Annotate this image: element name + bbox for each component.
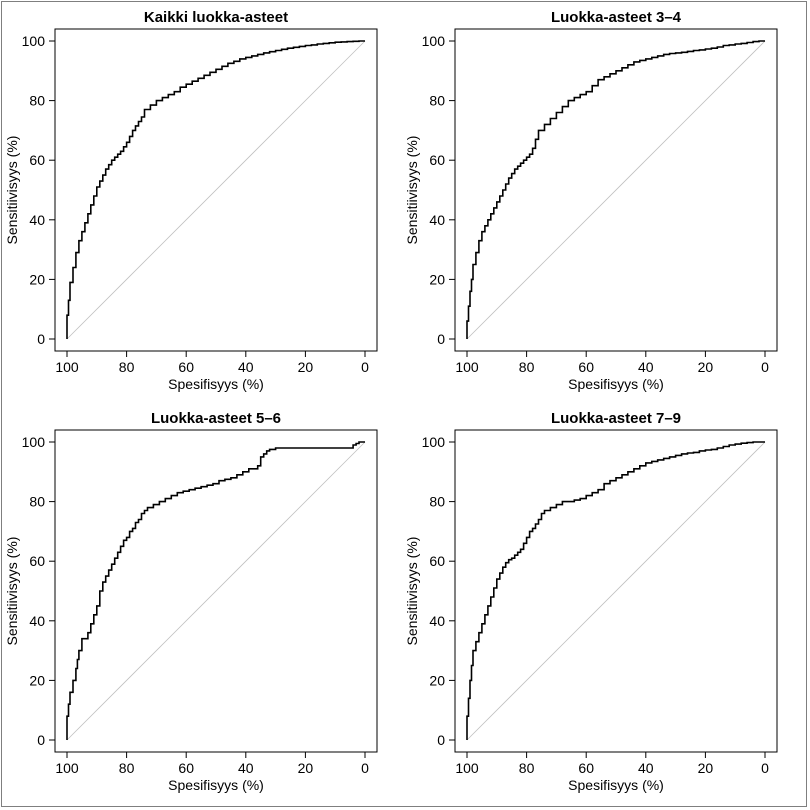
x-tick-label: 100 xyxy=(55,760,79,776)
roc-curve-line xyxy=(66,40,365,339)
x-tick-label: 40 xyxy=(238,359,254,375)
x-tick-label: 0 xyxy=(361,760,369,776)
x-tick-label: 60 xyxy=(578,359,594,375)
x-tick-label: 60 xyxy=(578,760,594,776)
x-tick-label: 80 xyxy=(519,359,535,375)
x-axis-label: Spesifisyys (%) xyxy=(568,777,664,793)
y-tick-label: 20 xyxy=(429,271,445,287)
y-tick-label: 40 xyxy=(29,212,45,228)
chart-title: Kaikki luokka-asteet xyxy=(144,9,288,26)
x-tick-label: 80 xyxy=(519,760,535,776)
chart-panel-2: Luokka-asteet 3–4 100 80 60 40 20 0 0 20 40 60 80 10… xyxy=(404,9,778,392)
y-tick-label: 60 xyxy=(29,152,45,168)
y-tick-label: 80 xyxy=(429,93,445,109)
y-tick-label: 100 xyxy=(422,434,446,450)
y-tick-label: 40 xyxy=(429,613,445,629)
x-tick-label: 20 xyxy=(698,760,714,776)
chart-panel-4: Luokka-asteet 7–9 100 80 60 40 20 0 0 20 40 60 80 10… xyxy=(404,410,778,793)
y-tick-label: 40 xyxy=(429,212,445,228)
y-tick-label: 60 xyxy=(429,553,445,569)
x-axis-label: Spesifisyys (%) xyxy=(168,376,264,392)
chart-title: Luokka-asteet 3–4 xyxy=(551,9,682,26)
reference-diagonal xyxy=(66,40,366,340)
y-tick-label: 0 xyxy=(37,732,45,748)
y-tick-label: 0 xyxy=(437,331,445,347)
x-tick-label: 80 xyxy=(119,760,135,776)
y-tick-label: 60 xyxy=(429,152,445,168)
x-tick-label: 80 xyxy=(119,359,135,375)
plot-area xyxy=(454,28,778,352)
x-tick-label: 100 xyxy=(455,760,479,776)
y-tick-label: 60 xyxy=(29,553,45,569)
x-tick-label: 60 xyxy=(178,760,194,776)
x-tick-label: 20 xyxy=(698,359,714,375)
x-tick-label: 0 xyxy=(761,359,769,375)
y-tick-label: 0 xyxy=(37,331,45,347)
chart-title: Luokka-asteet 7–9 xyxy=(551,410,681,427)
x-tick-label: 20 xyxy=(298,760,314,776)
chart-panel-1: Kaikki luokka-asteet 100 80 60 40 20 0 0 20 40 60 8… xyxy=(4,9,378,392)
x-tick-label: 20 xyxy=(298,359,314,375)
y-axis-label: Sensitiivisyys (%) xyxy=(404,537,420,646)
chart-title: Luokka-asteet 5–6 xyxy=(151,410,281,427)
y-tick-label: 0 xyxy=(437,732,445,748)
x-axis-label: Spesifisyys (%) xyxy=(568,376,664,392)
y-tick-label: 100 xyxy=(22,33,46,49)
y-tick-label: 100 xyxy=(422,33,446,49)
y-tick-label: 20 xyxy=(429,672,445,688)
reference-diagonal xyxy=(466,40,766,340)
chart-panel-3: Luokka-asteet 5–6 100 80 60 40 20 0 0 20 40 60 80 10… xyxy=(4,410,378,793)
roc-curve-line xyxy=(466,40,765,339)
y-tick-label: 80 xyxy=(29,93,45,109)
x-tick-label: 0 xyxy=(761,760,769,776)
x-tick-label: 60 xyxy=(178,359,194,375)
y-tick-label: 100 xyxy=(22,434,46,450)
x-tick-label: 40 xyxy=(238,760,254,776)
plot-area xyxy=(54,429,378,753)
y-axis-label: Sensitiivisyys (%) xyxy=(4,136,20,245)
plot-area xyxy=(54,28,378,352)
x-tick-label: 100 xyxy=(455,359,479,375)
roc-curve-line xyxy=(466,441,765,740)
y-tick-label: 20 xyxy=(29,672,45,688)
plot-area xyxy=(454,429,778,753)
y-tick-label: 40 xyxy=(29,613,45,629)
y-tick-label: 80 xyxy=(429,494,445,510)
x-tick-label: 100 xyxy=(55,359,79,375)
roc-curve-line xyxy=(66,441,365,740)
x-tick-label: 40 xyxy=(638,760,654,776)
y-tick-label: 20 xyxy=(29,271,45,287)
x-axis-label: Spesifisyys (%) xyxy=(168,777,264,793)
reference-diagonal xyxy=(66,441,366,741)
x-tick-label: 0 xyxy=(361,359,369,375)
reference-diagonal xyxy=(466,441,766,741)
y-axis-label: Sensitiivisyys (%) xyxy=(4,537,20,646)
y-tick-label: 80 xyxy=(29,494,45,510)
y-axis-label: Sensitiivisyys (%) xyxy=(404,136,420,245)
x-tick-label: 40 xyxy=(638,359,654,375)
